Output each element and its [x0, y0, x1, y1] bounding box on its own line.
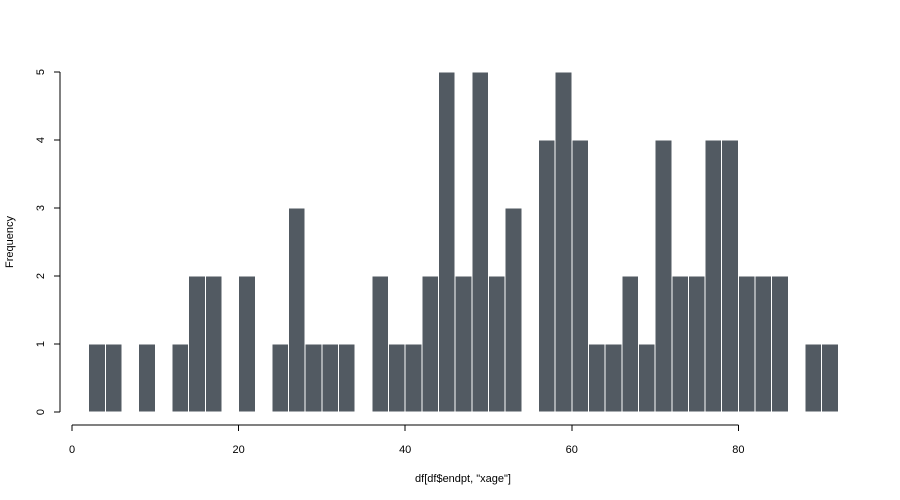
histogram-bar [371, 275, 390, 413]
y-axis: 0 1 2 3 4 5 [35, 69, 61, 415]
histogram-bar [554, 71, 573, 413]
histogram-bar [271, 343, 290, 413]
bars-layer [88, 71, 839, 413]
histogram-bar [721, 139, 739, 413]
histogram-bar [621, 275, 639, 413]
y-axis-title: Frequency [4, 216, 16, 268]
histogram-bar [488, 275, 506, 413]
histogram-bar [504, 207, 523, 413]
y-tick-label: 2 [35, 273, 47, 279]
histogram-bar [438, 71, 456, 413]
histogram-bar [821, 343, 839, 413]
y-tick-label: 5 [35, 69, 47, 75]
histogram-bar [537, 139, 556, 413]
histogram-bar [238, 275, 256, 413]
histogram-bar [288, 207, 306, 413]
y-tick-label: 1 [35, 341, 47, 347]
histogram-bar [804, 343, 823, 413]
histogram-bar [88, 343, 106, 413]
histogram-bar [737, 275, 756, 413]
histogram-bar [188, 275, 206, 413]
histogram-bar [604, 343, 623, 413]
histogram-bar [404, 343, 423, 413]
histogram-bar [104, 343, 123, 413]
histogram-bar [454, 275, 473, 413]
x-axis: 0 20 40 60 80 [69, 424, 745, 456]
y-tick-label: 0 [35, 409, 47, 415]
histogram-bar [704, 139, 723, 413]
histogram-bar [671, 275, 689, 413]
histogram-bar [171, 343, 190, 413]
histogram-bar [654, 139, 673, 413]
histogram-bar [687, 275, 706, 413]
histogram-bar [321, 343, 340, 413]
x-tick-label: 80 [732, 444, 744, 456]
histogram-bar [637, 343, 656, 413]
histogram-bar [771, 275, 789, 413]
histogram-bar [754, 275, 773, 413]
histogram-bar [138, 343, 156, 413]
x-tick-label: 20 [232, 444, 244, 456]
histogram-bar [388, 343, 406, 413]
x-tick-label: 0 [69, 444, 75, 456]
y-tick-label: 3 [35, 205, 47, 211]
x-tick-label: 40 [399, 444, 411, 456]
histogram-bar [571, 139, 589, 413]
histogram-bar [471, 71, 489, 413]
histogram-bar [421, 275, 440, 413]
histogram-bar [338, 343, 356, 413]
x-tick-label: 60 [566, 444, 578, 456]
x-axis-title: df[df$endpt, "xage"] [415, 473, 511, 485]
histogram-bar [587, 343, 606, 413]
histogram-bar [204, 275, 223, 413]
y-tick-label: 4 [35, 137, 47, 143]
histogram-bar [304, 343, 323, 413]
